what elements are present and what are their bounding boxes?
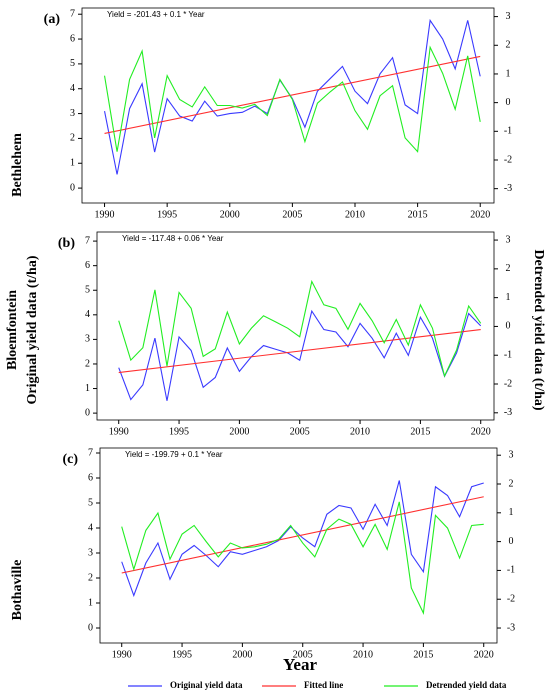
y-tick-label: 7 bbox=[70, 9, 75, 20]
station-label: Bethlehem bbox=[10, 133, 25, 197]
y-tick-label: 3 bbox=[88, 547, 93, 558]
y2-tick-label: 3 bbox=[509, 449, 514, 460]
y2-tick-label: -3 bbox=[507, 622, 515, 633]
data-line bbox=[103, 45, 481, 153]
y2-tick-label: 2 bbox=[506, 40, 511, 51]
y-tick-label: 1 bbox=[70, 158, 75, 169]
y2-tick-label: -1 bbox=[504, 126, 512, 137]
station-label: Bothaville bbox=[10, 560, 25, 621]
y-tick-label: 7 bbox=[88, 447, 93, 458]
y-tick-label: 3 bbox=[85, 334, 90, 345]
x-tick-label: 1995 bbox=[157, 209, 177, 220]
x-tick-label: 2010 bbox=[350, 426, 370, 437]
x-tick-label: 2020 bbox=[471, 426, 491, 437]
y-tick-label: 0 bbox=[85, 407, 90, 418]
y-tick-label: 2 bbox=[70, 133, 75, 144]
x-tick-label: 2015 bbox=[410, 426, 430, 437]
x-tick-label: 2000 bbox=[220, 209, 240, 220]
y-tick-label: 7 bbox=[85, 235, 90, 246]
y2-tick-label: -1 bbox=[507, 565, 515, 576]
station-label: Bloemfontein bbox=[5, 290, 20, 370]
equation: Yield = -117.48 + 0.06 * Year bbox=[122, 234, 224, 243]
y2-tick-label: 1 bbox=[506, 68, 511, 79]
y-tick-label: 5 bbox=[85, 285, 90, 296]
y2-tick-label: 0 bbox=[506, 97, 511, 108]
y-tick-label: 6 bbox=[85, 260, 90, 271]
y2-tick-label: 3 bbox=[506, 234, 511, 245]
x-tick-label: 2000 bbox=[229, 426, 249, 437]
data-line bbox=[118, 329, 481, 374]
y2-tick-label: 2 bbox=[509, 478, 514, 489]
panel-label: (a) bbox=[44, 12, 61, 27]
equation: Yield = -199.79 + 0.1 * Year bbox=[125, 450, 223, 459]
plot-frame bbox=[99, 447, 498, 644]
y2-tick-label: 0 bbox=[509, 536, 514, 547]
y-tick-label: 0 bbox=[70, 182, 75, 193]
y2-tick-label: -3 bbox=[504, 183, 512, 194]
x-tick-label: 1990 bbox=[112, 649, 132, 660]
y-tick-label: 6 bbox=[70, 33, 75, 44]
y-tick-label: 4 bbox=[88, 522, 93, 533]
y-tick-label: 2 bbox=[88, 572, 93, 583]
x-tick-label: 2020 bbox=[470, 209, 490, 220]
y-tick-label: 6 bbox=[88, 472, 93, 483]
data-line bbox=[118, 309, 482, 401]
x-tick-label: 2000 bbox=[232, 649, 252, 660]
y2-tick-label: 0 bbox=[506, 321, 511, 332]
y-tick-label: 0 bbox=[88, 622, 93, 633]
x-tick-label: 2010 bbox=[353, 649, 373, 660]
x-axis-label: Year bbox=[283, 655, 317, 674]
y2-tick-label: 1 bbox=[506, 292, 511, 303]
y2-tick-label: -2 bbox=[504, 154, 512, 165]
panel-label: (b) bbox=[58, 236, 75, 251]
y-tick-label: 2 bbox=[85, 358, 90, 369]
y2-tick-label: -2 bbox=[504, 378, 512, 389]
y-tick-label: 5 bbox=[88, 497, 93, 508]
x-tick-label: 2015 bbox=[408, 209, 428, 220]
legend-label: Fitted line bbox=[304, 680, 343, 690]
y2-tick-label: -2 bbox=[507, 594, 515, 605]
x-tick-label: 1995 bbox=[169, 426, 189, 437]
data-line bbox=[104, 55, 481, 134]
y2-tick-label: -3 bbox=[504, 407, 512, 418]
y-tick-label: 5 bbox=[70, 58, 75, 69]
x-tick-label: 1990 bbox=[95, 209, 115, 220]
y-tick-label: 4 bbox=[70, 83, 75, 94]
x-tick-label: 2020 bbox=[474, 649, 494, 660]
x-tick-label: 1995 bbox=[172, 649, 192, 660]
data-line bbox=[121, 480, 484, 598]
y2-tick-label: 2 bbox=[506, 263, 511, 274]
x-tick-label: 2005 bbox=[290, 426, 310, 437]
legend-label: Original yield data bbox=[170, 680, 243, 690]
y-tick-label: 1 bbox=[88, 597, 93, 608]
plot-frame bbox=[96, 231, 495, 421]
data-line bbox=[118, 279, 482, 378]
x-tick-label: 1990 bbox=[109, 426, 129, 437]
y2-axis-label: Detrended yield data (t/ha) bbox=[531, 249, 546, 410]
y2-tick-label: -1 bbox=[504, 350, 512, 361]
x-tick-label: 2005 bbox=[282, 209, 302, 220]
x-tick-label: 2010 bbox=[345, 209, 365, 220]
y-axis-label: Original yield data (t/ha) bbox=[25, 255, 40, 404]
plot-frame bbox=[81, 7, 495, 204]
equation: Yield = -201.43 + 0.1 * Year bbox=[107, 10, 205, 19]
legend-label: Detrended yield data bbox=[426, 680, 507, 690]
y-tick-label: 1 bbox=[85, 383, 90, 394]
x-tick-label: 2015 bbox=[413, 649, 433, 660]
y2-tick-label: 3 bbox=[506, 11, 511, 22]
panel-label: (c) bbox=[62, 452, 78, 467]
y2-tick-label: 1 bbox=[509, 507, 514, 518]
y-tick-label: 4 bbox=[85, 309, 90, 320]
data-line bbox=[121, 496, 484, 574]
data-line bbox=[121, 501, 484, 615]
y-tick-label: 3 bbox=[70, 108, 75, 119]
x-tick-label: 2005 bbox=[293, 649, 313, 660]
